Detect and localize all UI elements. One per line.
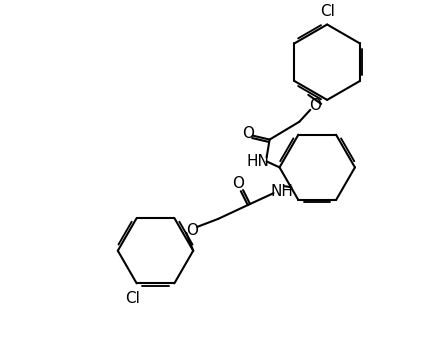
Text: O: O — [186, 223, 198, 238]
Text: Cl: Cl — [125, 291, 140, 306]
Text: Cl: Cl — [320, 4, 334, 19]
Text: O: O — [242, 126, 254, 141]
Text: O: O — [232, 176, 244, 191]
Text: NH: NH — [270, 184, 293, 199]
Text: HN: HN — [246, 154, 269, 169]
Text: O: O — [309, 98, 321, 113]
